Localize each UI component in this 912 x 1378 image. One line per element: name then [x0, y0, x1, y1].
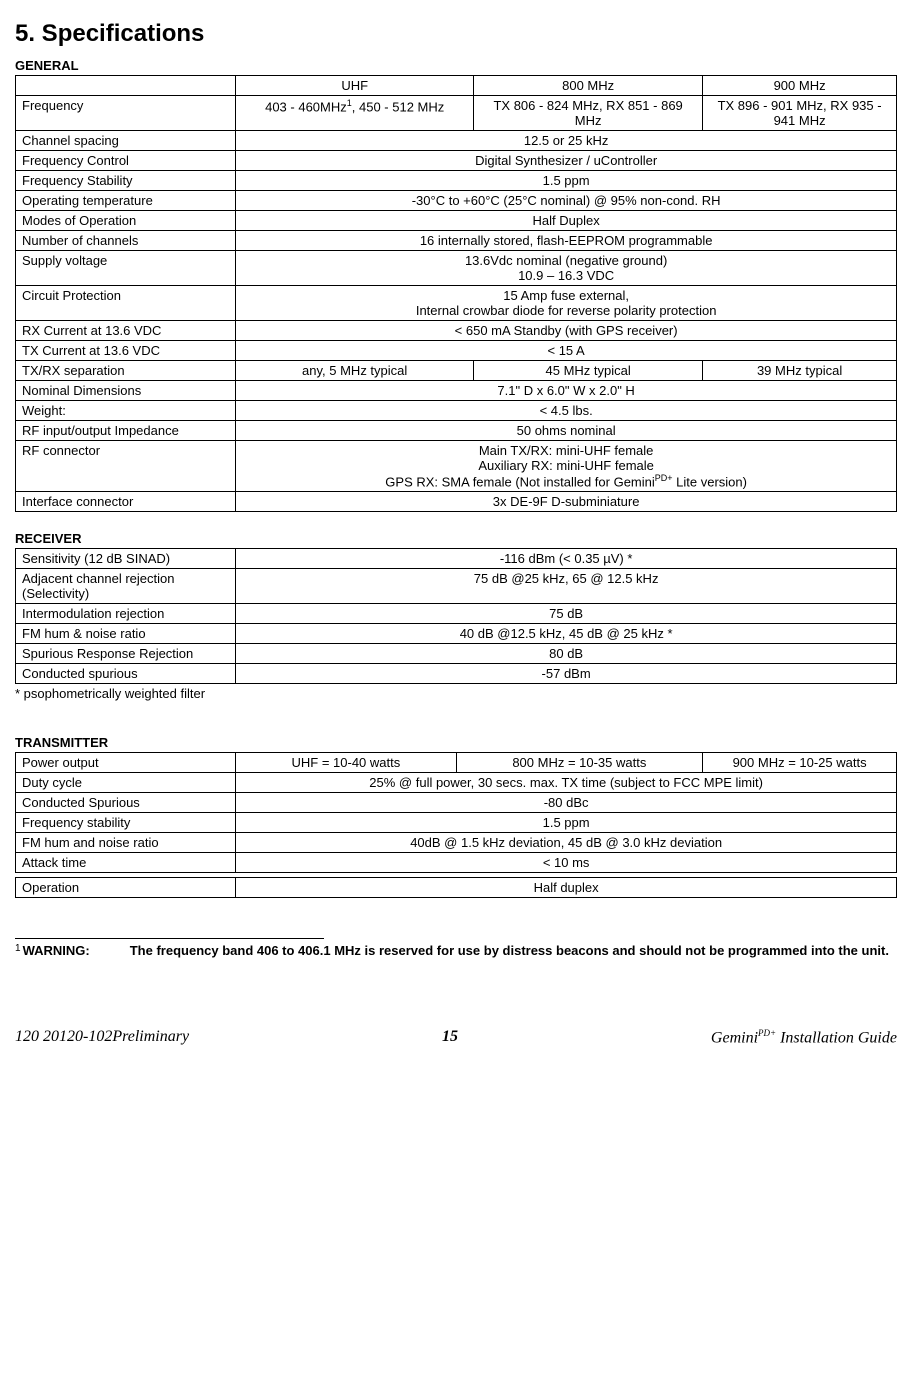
col-header-800: 800 MHz: [474, 76, 703, 96]
row-label: FM hum and noise ratio: [16, 833, 236, 853]
row-label: Frequency Control: [16, 151, 236, 171]
row-value: -57 dBm: [236, 664, 897, 684]
row-label: Circuit Protection: [16, 286, 236, 321]
row-label: Supply voltage: [16, 251, 236, 286]
row-value: Main TX/RX: mini-UHF femaleAuxiliary RX:…: [236, 441, 897, 492]
footnote-rule: [15, 938, 324, 939]
row-value: 40dB @ 1.5 kHz deviation, 45 dB @ 3.0 kH…: [236, 833, 897, 853]
row-label: Frequency Stability: [16, 171, 236, 191]
empty-cell: [16, 76, 236, 96]
row-label: FM hum & noise ratio: [16, 624, 236, 644]
row-label: RX Current at 13.6 VDC: [16, 321, 236, 341]
section-heading-general: GENERAL: [15, 58, 897, 73]
freq-900: TX 896 - 901 MHz, RX 935 - 941 MHz: [703, 96, 897, 131]
row-label: Intermodulation rejection: [16, 604, 236, 624]
row-label: Operating temperature: [16, 191, 236, 211]
row-value: 75 dB @25 kHz, 65 @ 12.5 kHz: [236, 569, 897, 604]
row-value: 13.6Vdc nominal (negative ground)10.9 – …: [236, 251, 897, 286]
col-header-uhf: UHF: [236, 76, 474, 96]
row-value: 12.5 or 25 kHz: [236, 131, 897, 151]
page-footer: 120 20120-102Preliminary 15 GeminiPD+ In…: [15, 1028, 897, 1047]
page-title: 5. Specifications: [15, 20, 897, 48]
footer-page-number: 15: [442, 1028, 458, 1047]
row-label: RF input/output Impedance: [16, 421, 236, 441]
row-value: 75 dB: [236, 604, 897, 624]
row-value: -80 dBc: [236, 793, 897, 813]
section-heading-receiver: RECEIVER: [15, 531, 897, 546]
txrx-sep-c: 39 MHz typical: [703, 361, 897, 381]
row-label: Weight:: [16, 401, 236, 421]
row-label: Number of channels: [16, 231, 236, 251]
row-label: Attack time: [16, 853, 236, 873]
row-value: < 10 ms: [236, 853, 897, 873]
row-value: 25% @ full power, 30 secs. max. TX time …: [236, 773, 897, 793]
row-value: 7.1" D x 6.0" W x 2.0" H: [236, 381, 897, 401]
row-value: 50 ohms nominal: [236, 421, 897, 441]
footnote-text: The frequency band 406 to 406.1 MHz is r…: [130, 943, 889, 958]
row-value: 1.5 ppm: [236, 171, 897, 191]
footer-right: GeminiPD+ Installation Guide: [711, 1028, 897, 1047]
transmitter-table-2: OperationHalf duplex: [15, 877, 897, 898]
pow-c: 900 MHz = 10-25 watts: [703, 753, 897, 773]
row-value: Half duplex: [236, 878, 897, 898]
receiver-table: Sensitivity (12 dB SINAD)-116 dBm (< 0.3…: [15, 548, 897, 684]
row-label: Sensitivity (12 dB SINAD): [16, 549, 236, 569]
row-value: 1.5 ppm: [236, 813, 897, 833]
footnote-warning-label: WARNING:: [23, 943, 90, 958]
row-value: 80 dB: [236, 644, 897, 664]
row-value: < 650 mA Standby (with GPS receiver): [236, 321, 897, 341]
row-label: TX/RX separation: [16, 361, 236, 381]
row-label: RF connector: [16, 441, 236, 492]
footer-left: 120 20120-102Preliminary: [15, 1028, 189, 1047]
freq-uhf: 403 - 460MHz1, 450 - 512 MHz: [236, 96, 474, 131]
row-value: -116 dBm (< 0.35 µV) *: [236, 549, 897, 569]
row-label: Duty cycle: [16, 773, 236, 793]
row-value: 40 dB @12.5 kHz, 45 dB @ 25 kHz *: [236, 624, 897, 644]
row-label: Conducted spurious: [16, 664, 236, 684]
txrx-sep-b: 45 MHz typical: [474, 361, 703, 381]
row-label: Adjacent channel rejection (Selectivity): [16, 569, 236, 604]
txrx-sep-a: any, 5 MHz typical: [236, 361, 474, 381]
row-value: Half Duplex: [236, 211, 897, 231]
transmitter-table: Power output UHF = 10-40 watts 800 MHz =…: [15, 752, 897, 873]
freq-800: TX 806 - 824 MHz, RX 851 - 869 MHz: [474, 96, 703, 131]
pow-a: UHF = 10-40 watts: [236, 753, 456, 773]
row-value: 15 Amp fuse external,Internal crowbar di…: [236, 286, 897, 321]
row-label: TX Current at 13.6 VDC: [16, 341, 236, 361]
row-value: 16 internally stored, flash-EEPROM progr…: [236, 231, 897, 251]
row-label: Channel spacing: [16, 131, 236, 151]
row-label: Frequency: [16, 96, 236, 131]
row-label: Power output: [16, 753, 236, 773]
row-label: Frequency stability: [16, 813, 236, 833]
row-value: Digital Synthesizer / uController: [236, 151, 897, 171]
row-value: < 15 A: [236, 341, 897, 361]
pow-b: 800 MHz = 10-35 watts: [456, 753, 703, 773]
row-label: Nominal Dimensions: [16, 381, 236, 401]
receiver-note: * psophometrically weighted filter: [15, 686, 897, 701]
footnote-number: 1: [15, 943, 21, 958]
col-header-900: 900 MHz: [703, 76, 897, 96]
row-label: Interface connector: [16, 492, 236, 512]
row-value: < 4.5 lbs.: [236, 401, 897, 421]
row-label: Spurious Response Rejection: [16, 644, 236, 664]
row-label: Conducted Spurious: [16, 793, 236, 813]
row-label: Modes of Operation: [16, 211, 236, 231]
row-value: -30°C to +60°C (25°C nominal) @ 95% non-…: [236, 191, 897, 211]
footnote: 1 WARNING: The frequency band 406 to 406…: [15, 943, 897, 958]
general-table: UHF 800 MHz 900 MHz Frequency 403 - 460M…: [15, 75, 897, 512]
row-label: Operation: [16, 878, 236, 898]
row-value: 3x DE-9F D-subminiature: [236, 492, 897, 512]
section-heading-transmitter: TRANSMITTER: [15, 735, 897, 750]
